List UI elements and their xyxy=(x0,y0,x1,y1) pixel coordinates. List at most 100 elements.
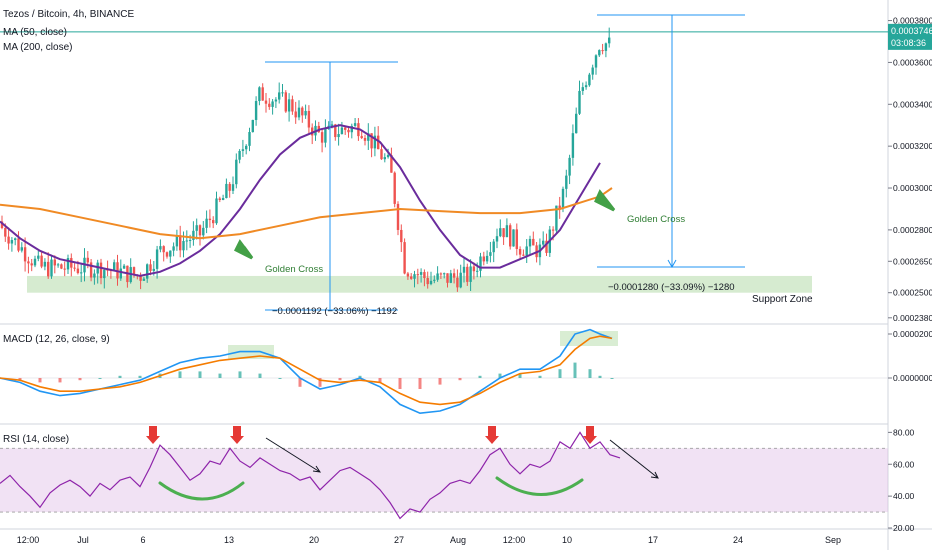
candle-body xyxy=(320,132,324,143)
macd-legend[interactable]: MACD (12, 26, close, 9) xyxy=(3,334,110,345)
candle xyxy=(212,216,215,229)
ma200-legend[interactable]: MA (200, close) xyxy=(3,42,73,53)
y-tick-label: 0.0003400 xyxy=(893,99,932,109)
candle-body xyxy=(462,266,466,273)
candle xyxy=(113,259,116,271)
candle xyxy=(149,259,152,276)
candle-body xyxy=(558,205,561,209)
candle-body xyxy=(518,249,522,255)
candle xyxy=(380,142,383,160)
candle-body xyxy=(60,264,63,269)
annotations: 0.0003746 03:08:36 −0.0001192 (−33.06%) −1… xyxy=(0,14,932,317)
macd-histogram-bar xyxy=(98,378,102,379)
candle xyxy=(63,261,66,277)
candle-body xyxy=(528,238,532,247)
axes: 0.0003800 0.0003600 0.0003400 0.0003200 0.00… xyxy=(17,16,932,545)
macd-histogram-bar xyxy=(610,378,614,379)
candle xyxy=(452,268,456,284)
support-zone-rect xyxy=(27,275,812,293)
macd-histogram-bar xyxy=(58,378,62,383)
candle-body xyxy=(142,278,146,281)
candle xyxy=(429,271,433,286)
candle xyxy=(512,229,515,247)
candle-body xyxy=(571,133,575,158)
candle-body xyxy=(281,92,284,94)
candle-body xyxy=(238,150,241,160)
candle xyxy=(347,127,350,138)
candle-body xyxy=(393,172,396,204)
rsi-peak-arrow xyxy=(230,426,244,444)
candle-body xyxy=(162,246,165,253)
x-tick-label: Jul xyxy=(77,535,89,545)
candle-body xyxy=(472,266,476,272)
candle xyxy=(235,153,238,189)
candle-body xyxy=(410,276,413,279)
candle-body xyxy=(93,273,96,278)
candle xyxy=(20,242,23,253)
candle-body xyxy=(419,272,423,275)
rsi-arc-2 xyxy=(495,476,584,496)
candle-body xyxy=(119,268,122,279)
candle xyxy=(169,250,172,263)
candle xyxy=(482,251,485,266)
candle xyxy=(89,259,93,282)
candle xyxy=(495,228,499,249)
golden-cross-label-2: Golden Cross xyxy=(627,214,685,225)
candle-body xyxy=(278,92,281,100)
candle-body xyxy=(452,273,456,278)
candle-body xyxy=(179,235,182,251)
x-tick-label: 17 xyxy=(648,535,658,545)
candle xyxy=(238,149,241,164)
candle-body xyxy=(578,90,581,114)
rsi-legend[interactable]: RSI (14, close) xyxy=(3,434,70,445)
candle xyxy=(505,218,509,238)
candle-body xyxy=(542,240,545,245)
candle xyxy=(565,169,568,198)
rsi-line xyxy=(0,431,621,520)
candle xyxy=(218,196,221,203)
candle-body xyxy=(373,135,377,149)
candle-body xyxy=(495,236,499,242)
candle-body xyxy=(433,279,436,281)
candle xyxy=(324,119,327,148)
candle-body xyxy=(588,74,591,86)
candle xyxy=(443,272,446,279)
candle-body xyxy=(182,241,185,251)
candle-body xyxy=(485,255,489,262)
candle xyxy=(449,269,452,284)
candle xyxy=(485,250,489,264)
candle-body xyxy=(416,274,419,276)
macd-histogram-bar xyxy=(538,375,542,378)
candle xyxy=(568,154,571,185)
candle-body xyxy=(581,87,584,91)
candle-body xyxy=(221,198,225,200)
candle xyxy=(297,100,301,121)
x-tick-label: 20 xyxy=(309,535,319,545)
candle-body xyxy=(294,111,297,118)
symbol-title[interactable]: Tezos / Bitcoin, 4h, BINANCE xyxy=(3,9,135,20)
rsi-peak-arrow xyxy=(485,426,499,444)
candle-body xyxy=(350,125,353,133)
candle-body xyxy=(439,273,443,275)
candle xyxy=(14,237,17,246)
candle-body xyxy=(205,218,208,228)
candle-body xyxy=(23,247,27,262)
candle xyxy=(185,230,188,251)
macd-histogram-bar xyxy=(398,378,402,389)
x-tick-label: 6 xyxy=(140,535,145,545)
candle-body xyxy=(254,101,258,120)
candle-body xyxy=(27,261,30,264)
candle-body xyxy=(155,249,159,269)
candle-body xyxy=(400,229,403,243)
candle-body xyxy=(287,99,291,112)
candle-body xyxy=(330,124,334,126)
rsi-y-tick-label: 60.00 xyxy=(893,459,915,469)
candle-body xyxy=(334,124,337,138)
candle-body xyxy=(73,267,76,269)
candle-body xyxy=(192,230,195,240)
ma50-legend[interactable]: MA (50, close) xyxy=(3,27,67,38)
macd-histogram-bar xyxy=(518,373,522,378)
candle xyxy=(172,242,175,257)
candle xyxy=(198,224,202,246)
